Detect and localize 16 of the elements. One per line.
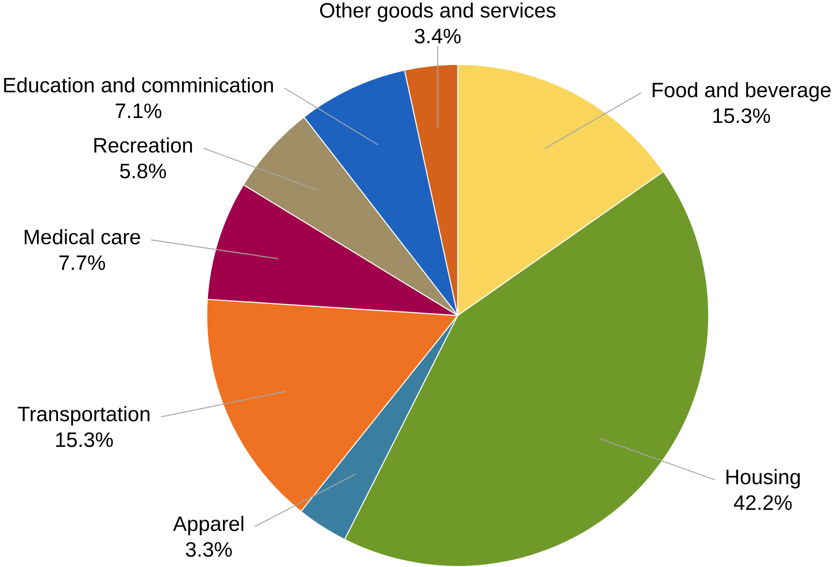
data-label: 7.7% <box>59 255 106 270</box>
slice-label: Education and comminication <box>4 77 273 93</box>
slice-label: Food and beverage <box>652 82 831 102</box>
data-label: 3.3% <box>186 542 232 557</box>
data-label: 42.2% <box>734 495 792 510</box>
data-label: 5.8% <box>120 164 166 178</box>
slice-label: Housing <box>726 469 800 488</box>
slice-label: Apparel <box>172 516 244 536</box>
data-label: 15.3% <box>713 108 770 124</box>
data-label: 3.4% <box>414 28 461 44</box>
slice-label: Transportation <box>18 406 150 426</box>
data-label: 15.3% <box>56 432 113 448</box>
data-label: 7.1% <box>116 104 162 118</box>
slice-label: Medical care <box>24 229 140 244</box>
slice-label: Recreation <box>94 137 192 153</box>
slice-label: Other goods and services <box>320 2 556 22</box>
